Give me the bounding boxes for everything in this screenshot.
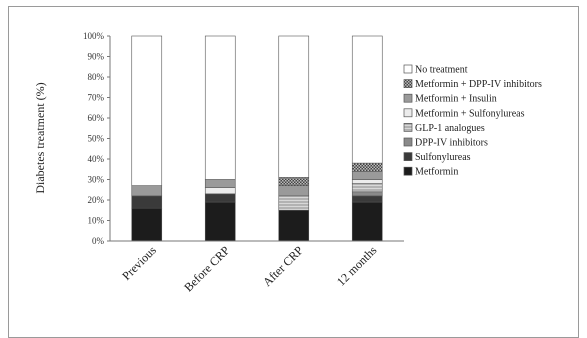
bar-segment <box>278 209 310 242</box>
legend-swatch <box>403 108 413 118</box>
bar-segment <box>204 179 236 188</box>
legend-label: Metformin <box>415 167 458 178</box>
bar-segment <box>204 201 236 242</box>
bar-segment <box>351 183 383 193</box>
legend-swatch <box>403 166 413 176</box>
y-tick-label: 90% <box>88 52 105 62</box>
x-tick-label: After CRP <box>260 243 306 289</box>
bar-segment <box>351 195 383 203</box>
y-tick-label: 50% <box>88 134 105 144</box>
bar-segment <box>351 201 383 242</box>
x-tick-label: Previous <box>119 243 159 283</box>
legend-label: DPP-IV inhibitors <box>415 138 488 149</box>
y-tick-label: 60% <box>88 113 105 123</box>
legend-swatch <box>403 123 413 132</box>
legend-label: No treatment <box>415 65 468 76</box>
legend: No treatment Metformin + DPP-IV inhibitor… <box>403 64 542 178</box>
bar-segment <box>131 207 163 242</box>
legend-swatch <box>403 152 413 161</box>
bar-segment <box>351 179 383 184</box>
legend-swatch <box>403 137 413 147</box>
y-tick-label: 100% <box>83 31 105 41</box>
legend-label: Metformin + DPP-IV inhibitors <box>415 79 542 90</box>
bar-segment <box>131 195 163 209</box>
y-axis-title: Diabetes treatment (%) <box>33 82 47 193</box>
x-tick-label: Before CRP <box>181 243 232 294</box>
y-axis: 0% 10% 20% 30% 40% 50% 60% 70% 80% 90% 100% <box>83 31 110 246</box>
legend-swatch <box>403 93 413 103</box>
legend-swatch <box>403 79 413 88</box>
y-tick-label: 70% <box>88 93 105 103</box>
y-tick-label: 80% <box>88 72 105 82</box>
axis-lines <box>109 36 404 242</box>
bar-segment <box>278 177 310 186</box>
bar-segment <box>131 185 163 197</box>
bar-segment <box>351 171 383 180</box>
y-tick-label: 10% <box>88 216 105 226</box>
bar-segment <box>278 185 310 197</box>
y-tick-label: 0% <box>92 236 105 246</box>
bar-segment <box>278 35 310 178</box>
bar-segment <box>204 187 236 195</box>
bar-segment <box>131 35 163 186</box>
bar-segment <box>278 195 310 211</box>
bars <box>131 35 383 242</box>
x-tick-label: 12 months <box>334 243 380 289</box>
legend-label: Metformin + Sulfonylureas <box>415 108 525 119</box>
bar-segment <box>351 35 383 164</box>
bar-segment <box>204 35 236 180</box>
bar-segment <box>351 191 383 197</box>
legend-label: GLP-1 analogues <box>415 123 485 134</box>
bar-segment <box>351 162 383 172</box>
y-tick-label: 30% <box>88 175 105 185</box>
y-tick-label: 40% <box>88 154 105 164</box>
legend-label: Sulfonylureas <box>415 152 471 163</box>
legend-label: Metformin + Insulin <box>415 94 497 105</box>
x-axis-labels: Previous Before CRP After CRP 12 months <box>119 243 379 294</box>
bar-segment <box>204 193 236 203</box>
y-tick-label: 20% <box>88 195 105 205</box>
legend-swatch <box>403 64 413 74</box>
